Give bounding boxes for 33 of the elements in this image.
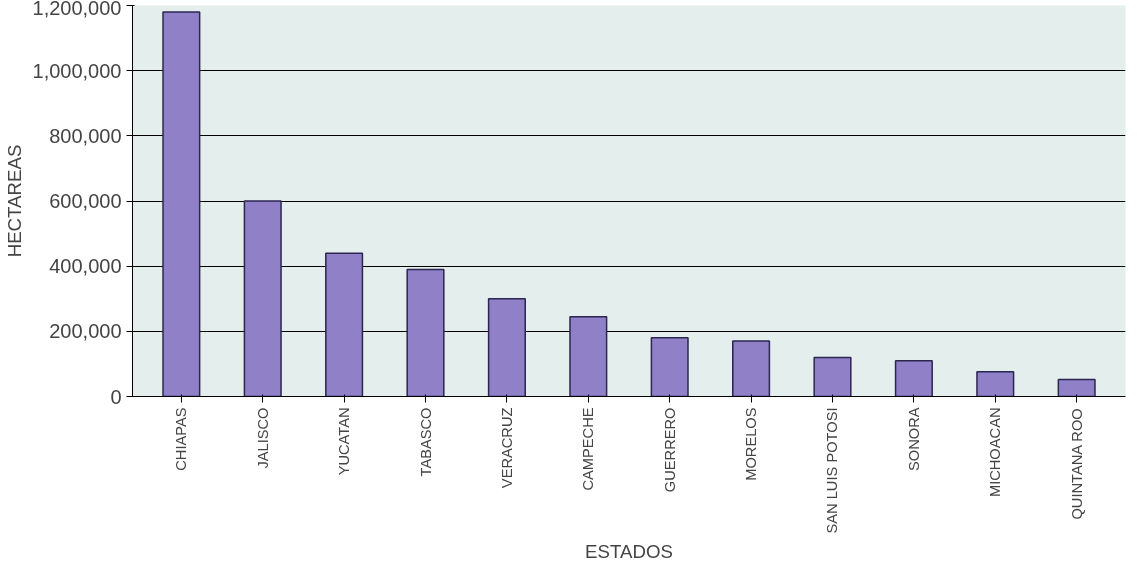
bar bbox=[406, 268, 445, 397]
y-axis-title: HECTAREAS bbox=[3, 144, 25, 258]
y-tick-label: 200,000 bbox=[49, 320, 122, 343]
y-tick-label: 400,000 bbox=[49, 255, 122, 278]
x-tick-label: MORELOS bbox=[743, 407, 760, 481]
x-tick-label: YUCATAN bbox=[336, 407, 353, 476]
x-tick-label: SONORA bbox=[905, 407, 922, 472]
x-tick-label: CAMPECHE bbox=[580, 407, 597, 491]
x-tick-label: CHIAPAS bbox=[173, 407, 190, 471]
x-axis-title: ESTADOS bbox=[585, 541, 673, 563]
y-tick-label: 0 bbox=[110, 385, 122, 408]
y-tick-label: 800,000 bbox=[49, 124, 122, 147]
x-tick-label: MICHOACAN bbox=[987, 407, 1004, 498]
bar bbox=[325, 252, 364, 397]
x-tick-label: QUINTANA ROO bbox=[1068, 408, 1085, 520]
bar bbox=[243, 200, 282, 397]
x-tick-label: VERACRUZ bbox=[498, 407, 515, 489]
bar bbox=[1057, 378, 1096, 397]
bar bbox=[487, 298, 526, 397]
bar bbox=[894, 359, 933, 397]
bar bbox=[976, 370, 1015, 397]
y-tick-label: 1,000,000 bbox=[32, 59, 122, 82]
bar bbox=[569, 315, 608, 397]
x-tick-label: SAN LUIS POTOSI bbox=[824, 407, 841, 534]
x-tick-label: TABASCO bbox=[417, 407, 434, 477]
x-tick-label: JALISCO bbox=[254, 407, 271, 469]
x-tick-label: GUERRERO bbox=[661, 407, 678, 493]
bar bbox=[732, 340, 771, 397]
bar bbox=[813, 356, 852, 397]
bar bbox=[650, 337, 689, 397]
bar bbox=[162, 11, 201, 397]
y-tick-label: 1,200,000 bbox=[32, 0, 122, 19]
y-tick-label: 600,000 bbox=[49, 190, 122, 212]
